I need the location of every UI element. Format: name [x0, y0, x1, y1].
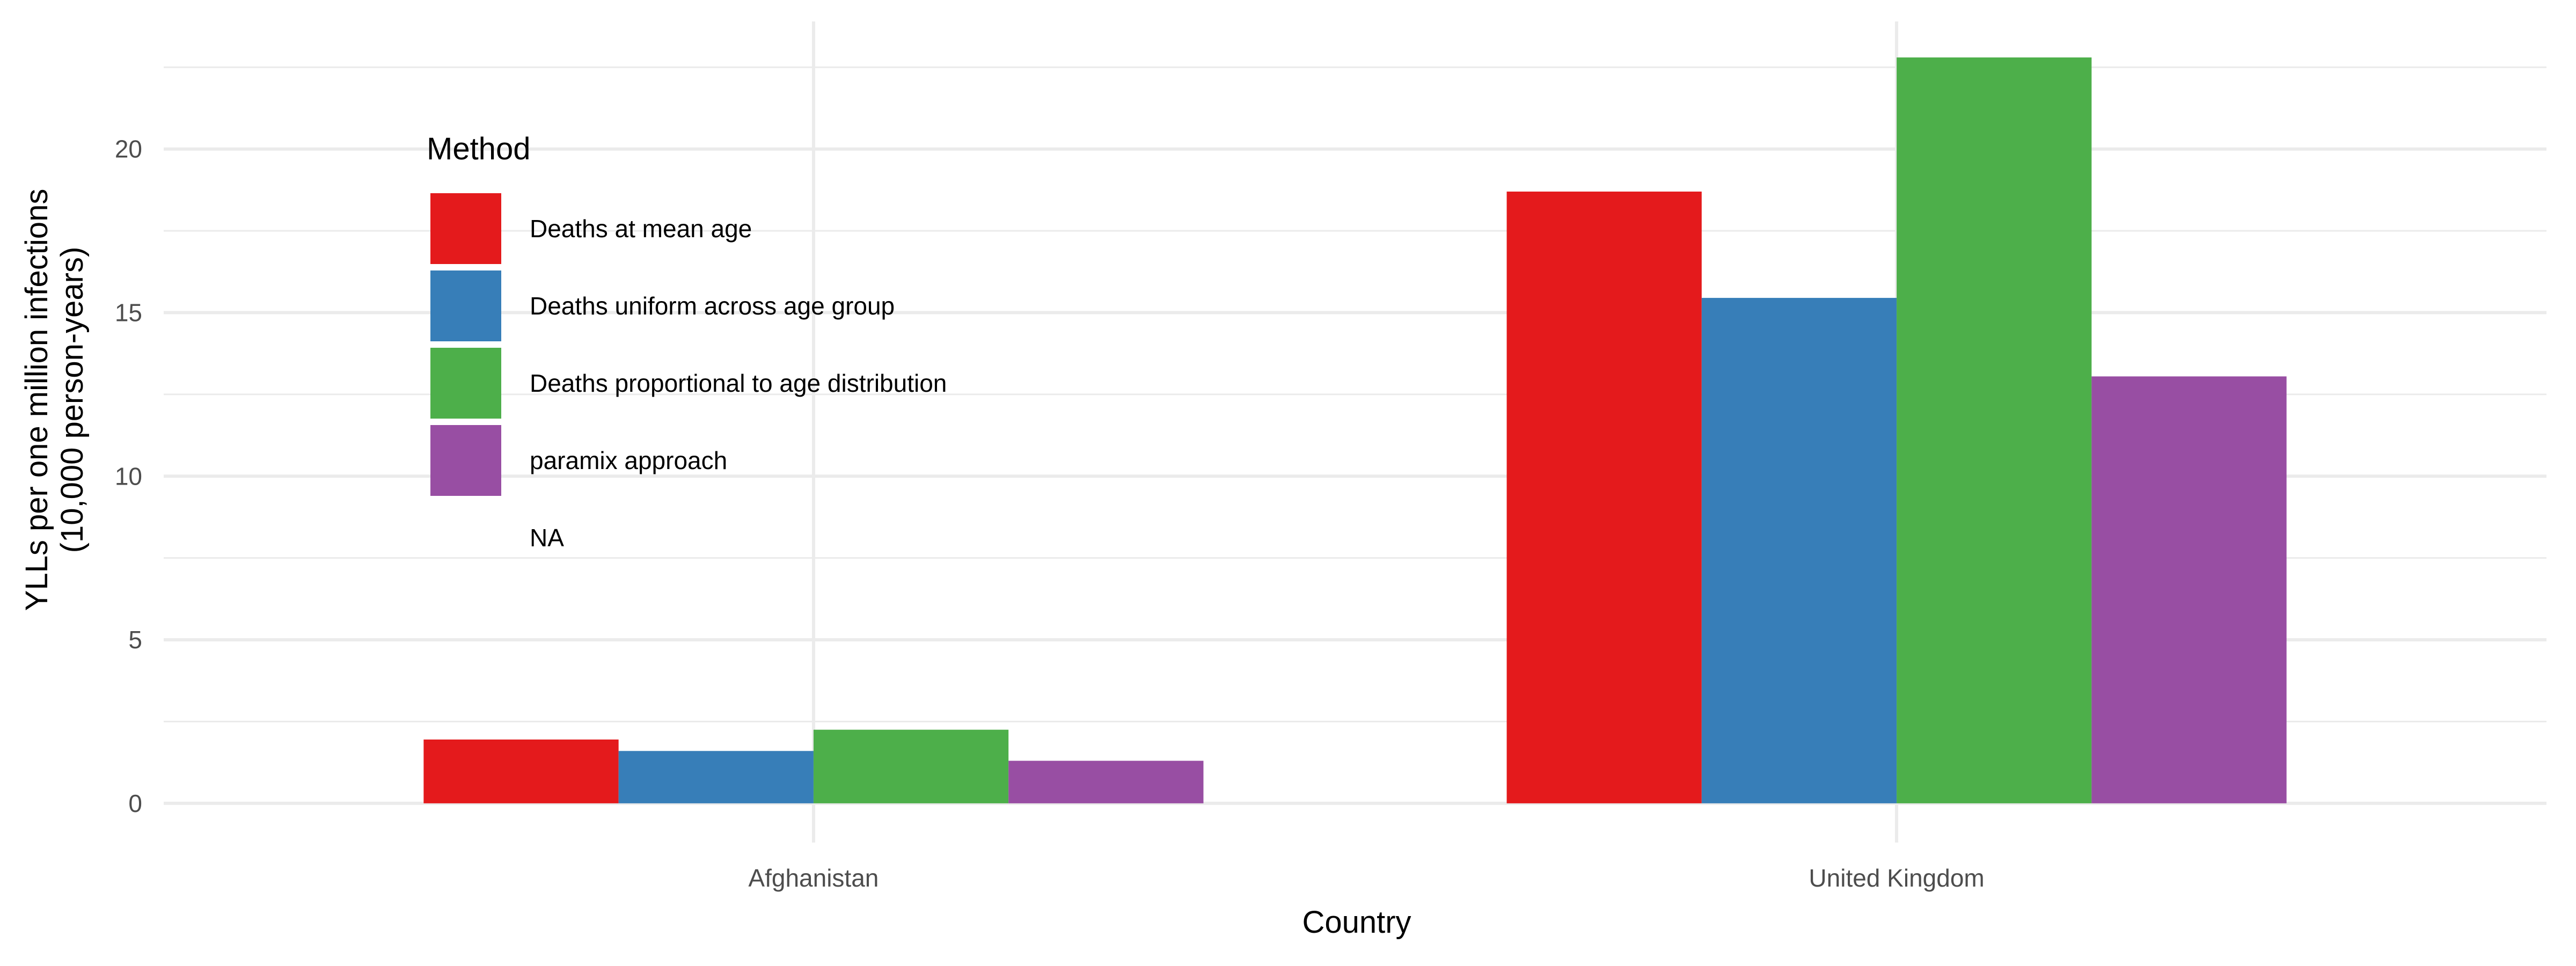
y-tick-label: 15	[115, 299, 142, 327]
legend-key	[430, 193, 501, 264]
y-axis-title-line-1: YLLs per one million infections	[19, 189, 54, 611]
y-tick-label: 10	[115, 462, 142, 490]
legend: Method Deaths at mean age Deaths uniform …	[427, 131, 947, 552]
legend-label: Deaths proportional to age distribution	[530, 369, 947, 397]
legend-label: Deaths uniform across age group	[530, 292, 895, 320]
bar	[813, 729, 1009, 803]
bars	[423, 57, 2287, 803]
legend-title: Method	[427, 131, 530, 166]
y-tick-label: 5	[128, 626, 142, 654]
y-tick-label: 20	[115, 135, 142, 163]
x-tick-label: United Kingdom	[1809, 864, 1984, 892]
y-axis-title: YLLs per one million infections (10,000 …	[19, 189, 90, 611]
legend-key	[430, 425, 501, 496]
legend-label: paramix approach	[530, 447, 727, 474]
bar	[618, 751, 814, 803]
legend-label: Deaths at mean age	[530, 215, 752, 243]
bar	[1008, 760, 1204, 803]
y-tick-labels: 0 5 10 15 20	[115, 135, 142, 817]
y-tick-label: 0	[128, 789, 142, 817]
legend-key	[430, 270, 501, 341]
x-tick-labels: Afghanistan United Kingdom	[748, 864, 1984, 892]
bar	[423, 739, 619, 803]
x-axis-title: Country	[1302, 905, 1411, 940]
bar	[2091, 376, 2287, 803]
bar	[1506, 191, 1702, 803]
x-tick-label: Afghanistan	[748, 864, 879, 892]
y-axis-title-line-2: (10,000 person-years)	[55, 247, 90, 553]
legend-label-na: NA	[530, 524, 564, 552]
legend-key	[430, 348, 501, 419]
bar	[1897, 57, 2092, 803]
bar	[1701, 298, 1897, 803]
legend-items: Deaths at mean age Deaths uniform across …	[430, 193, 947, 552]
